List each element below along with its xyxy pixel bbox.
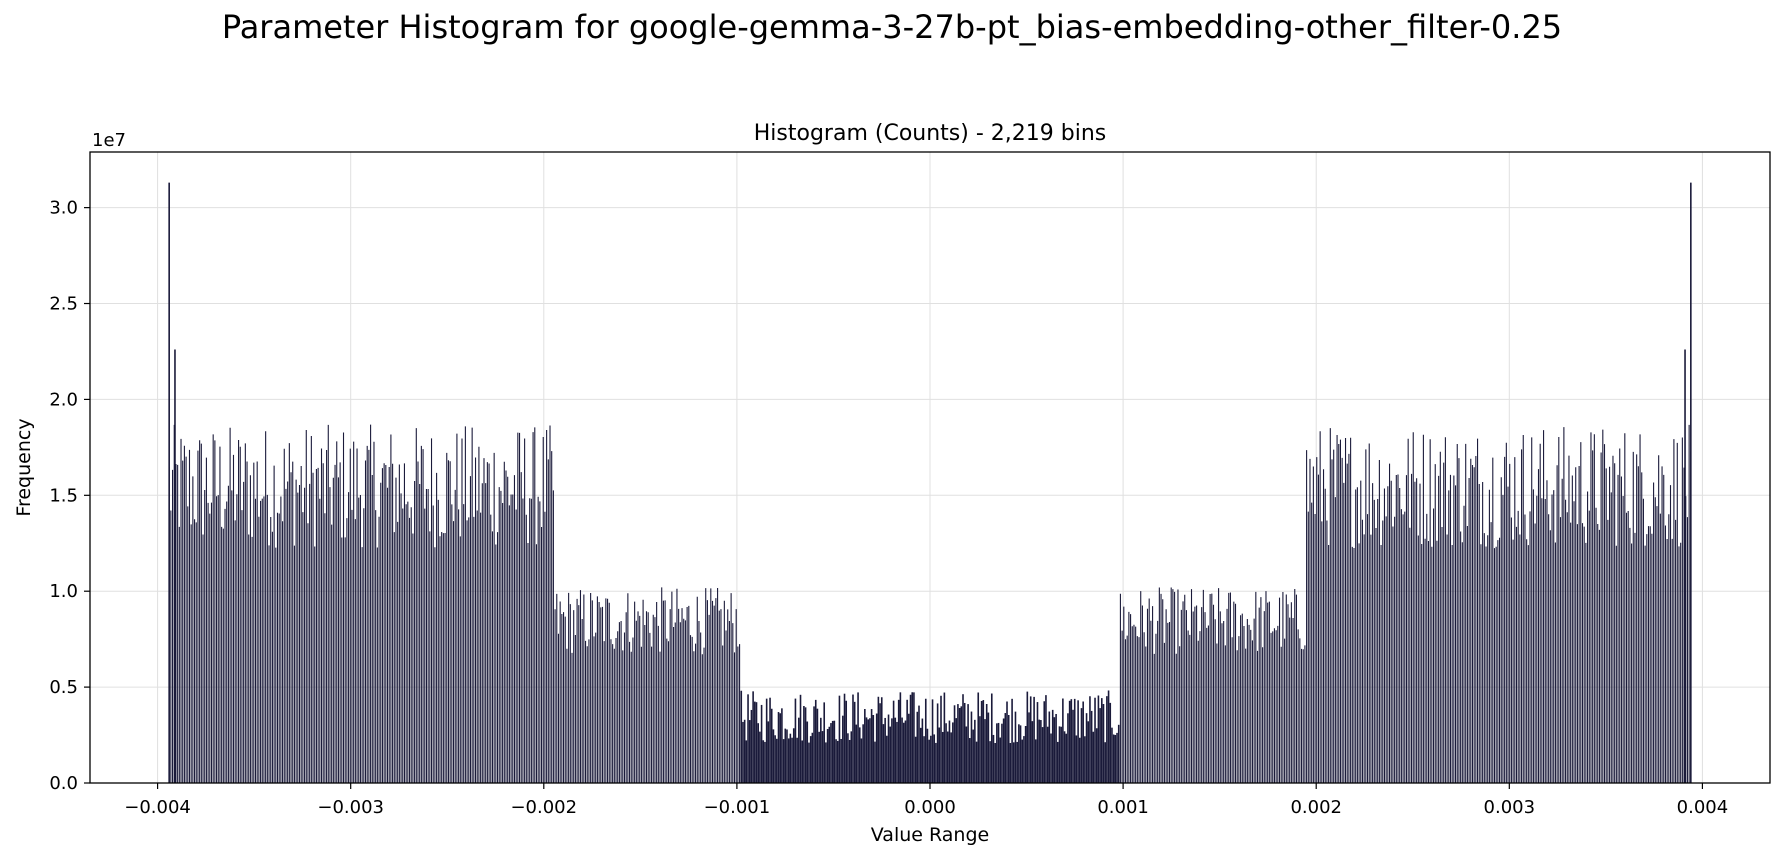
x-axis-label: Value Range bbox=[871, 824, 989, 846]
x-tick-label: −0.001 bbox=[704, 797, 771, 818]
x-tick-label: −0.004 bbox=[124, 797, 191, 818]
y-ticks: 0.0 0.5 1.0 1.5 2.0 2.5 3.0 bbox=[49, 198, 90, 794]
y-tick-label: 0.5 bbox=[49, 677, 78, 698]
y-tick-label: 3.0 bbox=[49, 198, 78, 219]
x-tick-label: 0.004 bbox=[1677, 797, 1729, 818]
y-axis-label: Frequency bbox=[13, 418, 35, 516]
x-tick-label: 0.001 bbox=[1097, 797, 1149, 818]
y-tick-label: 1.5 bbox=[49, 485, 78, 506]
y-multiplier-label: 1e7 bbox=[92, 130, 126, 151]
x-tick-label: −0.003 bbox=[317, 797, 384, 818]
y-tick-label: 2.0 bbox=[49, 389, 78, 410]
figure-suptitle: Parameter Histogram for google-gemma-3-2… bbox=[221, 8, 1563, 46]
x-tick-label: 0.000 bbox=[904, 797, 956, 818]
y-tick-label: 0.0 bbox=[49, 773, 78, 794]
x-tick-label: 0.003 bbox=[1484, 797, 1536, 818]
y-tick-label: 2.5 bbox=[49, 294, 78, 315]
bars-layer bbox=[168, 182, 1692, 783]
y-tick-label: 1.0 bbox=[49, 581, 78, 602]
chart-title: Histogram (Counts) - 2,219 bins bbox=[754, 121, 1106, 146]
x-tick-label: −0.002 bbox=[510, 797, 577, 818]
x-ticks: −0.004 −0.003 −0.002 −0.001 0.000 0.001 0.002 0… bbox=[124, 783, 1728, 818]
x-tick-label: 0.002 bbox=[1290, 797, 1342, 818]
